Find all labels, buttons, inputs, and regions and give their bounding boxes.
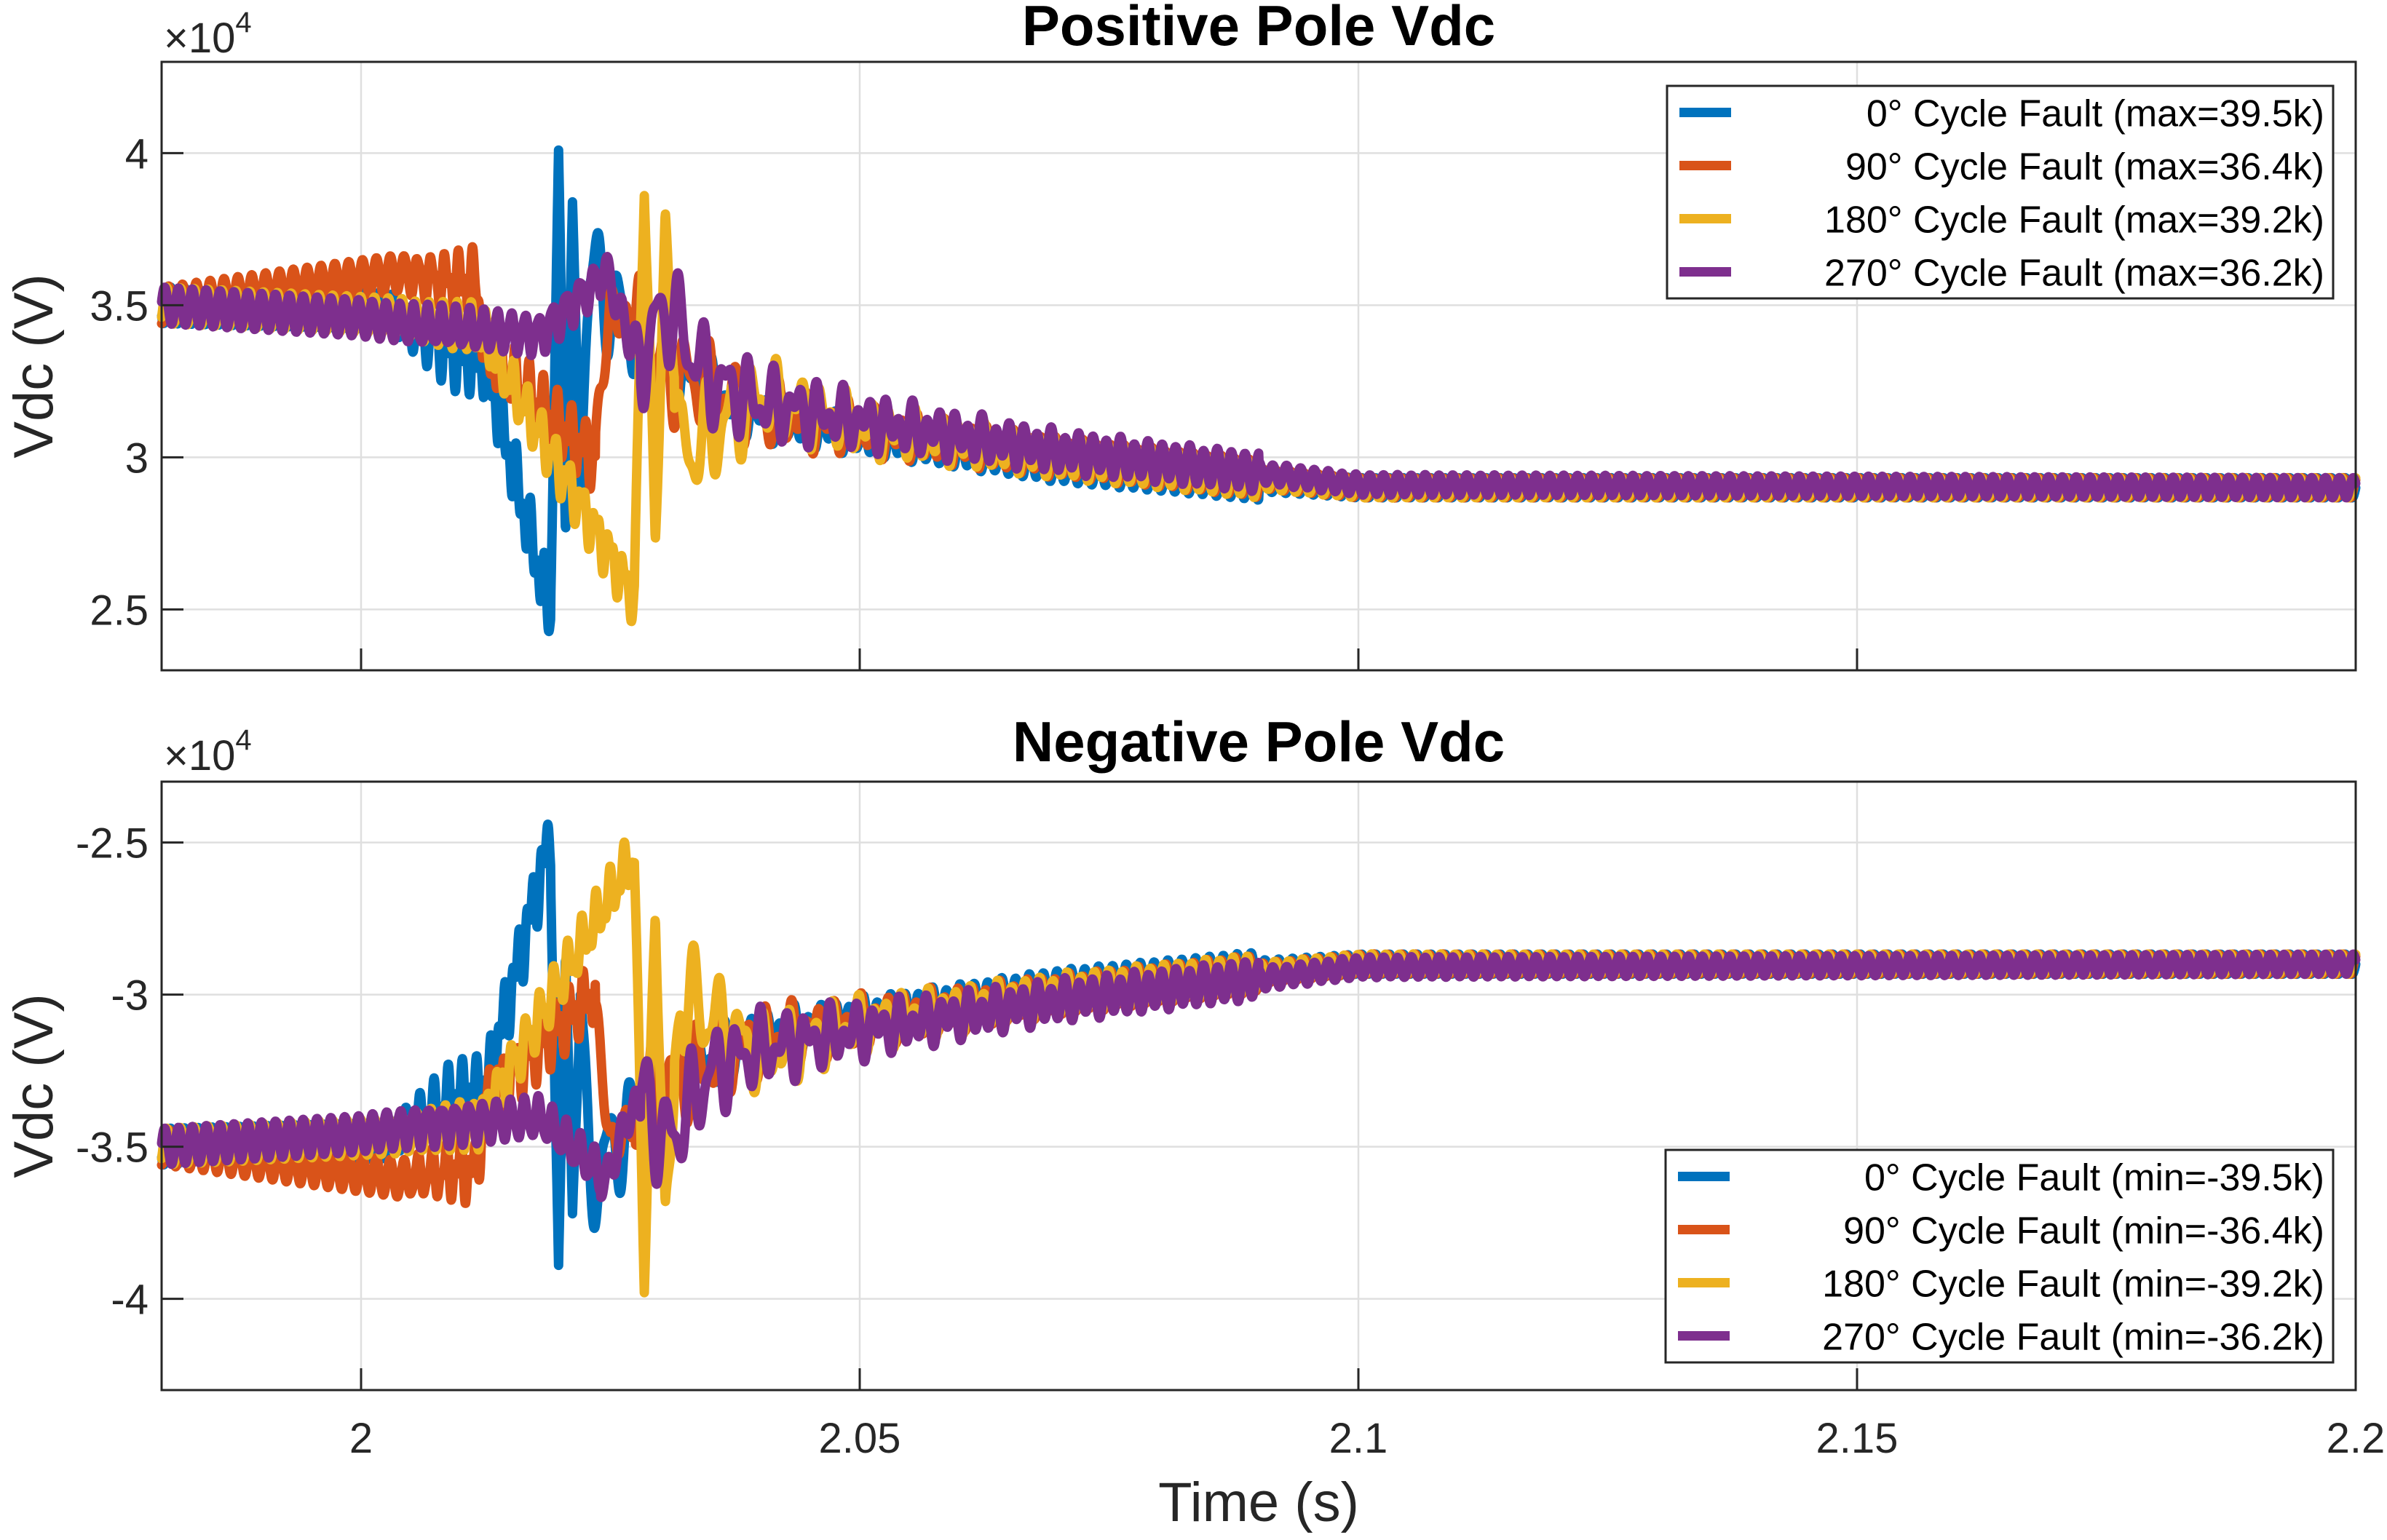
- legend-item: 180° Cycle Fault (max=39.2k): [1679, 199, 2324, 242]
- x-tick-label: 2.1: [1329, 1415, 1388, 1462]
- exponent-power: 4: [235, 724, 251, 756]
- y-tick-label: 3.5: [90, 282, 149, 330]
- y-tick-label: -3: [111, 972, 149, 1020]
- y-tick-label: -4: [111, 1277, 149, 1324]
- legend-item: 180° Cycle Fault (min=-39.2k): [1678, 1263, 2324, 1306]
- legend-item: 90° Cycle Fault (min=-36.4k): [1678, 1210, 2324, 1253]
- legend-label: 270° Cycle Fault (min=-36.2k): [1822, 1317, 2324, 1359]
- legend-label: 90° Cycle Fault (min=-36.4k): [1843, 1210, 2324, 1253]
- legend: 0° Cycle Fault (max=39.5k) 90° Cycle Faul…: [1666, 84, 2335, 300]
- legend-item: 0° Cycle Fault (max=39.5k): [1679, 93, 2324, 135]
- x-tick-label: 2.15: [1816, 1415, 1899, 1462]
- grid: [162, 782, 2357, 1390]
- y-tick-label: 3: [125, 434, 149, 482]
- y-exponent-label: ×104: [164, 724, 252, 779]
- x-tick-label: 2.2: [2327, 1415, 2386, 1462]
- exponent-power: 4: [235, 7, 251, 39]
- legend-item: 0° Cycle Fault (min=-39.5k): [1678, 1157, 2324, 1199]
- x-axis-label: Time (s): [1158, 1472, 1359, 1533]
- legend: 0° Cycle Fault (min=-39.5k) 90° Cycle Fau…: [1664, 1148, 2335, 1364]
- legend-label: 180° Cycle Fault (max=39.2k): [1824, 199, 2324, 242]
- x-tick-label: 2.05: [819, 1415, 901, 1462]
- y-axis-label: Vdc (V): [3, 274, 65, 458]
- x-tick-label: 2: [349, 1415, 373, 1462]
- exponent-base: ×10: [164, 732, 235, 779]
- y-tick-label: 4: [125, 130, 149, 178]
- axis-ticks: 2.5 3 3.5 4: [90, 62, 2357, 672]
- legend-box: [1666, 84, 2335, 300]
- chart-title: Positive Pole Vdc: [1022, 0, 1495, 57]
- legend-item: 270° Cycle Fault (max=36.2k): [1679, 253, 2324, 295]
- chart-title: Negative Pole Vdc: [1013, 710, 1505, 774]
- legend-label: 270° Cycle Fault (max=36.2k): [1824, 253, 2324, 295]
- series-lines: [157, 145, 2361, 637]
- legend-label: 90° Cycle Fault (max=36.4k): [1845, 146, 2324, 188]
- positive-pole-panel: Positive Pole Vdc ×104 2.533.54 Vdc (V) …: [3, 0, 2361, 672]
- axis-ticks: 2 2.05 2.1 2.15 2.2 -4 -3.5 -3 -2.5: [76, 782, 2385, 1462]
- legend-box: [1664, 1148, 2335, 1364]
- y-tick-label: -3.5: [76, 1124, 149, 1172]
- y-exponent-label: ×104: [164, 7, 252, 62]
- series-line-3: [157, 252, 2361, 503]
- series-lines: [157, 819, 2361, 1298]
- series-line-3: [157, 949, 2361, 1202]
- legend-label: 180° Cycle Fault (min=-39.2k): [1822, 1263, 2324, 1306]
- y-axis-label: Vdc (V): [3, 993, 65, 1178]
- y-tick-label: 2.5: [90, 587, 149, 634]
- legend-item: 90° Cycle Fault (max=36.4k): [1679, 146, 2324, 188]
- legend-label: 0° Cycle Fault (max=39.5k): [1867, 93, 2324, 135]
- legend-item: 270° Cycle Fault (min=-36.2k): [1678, 1317, 2324, 1359]
- negative-pole-panel: Negative Pole Vdc ×104 2 2.05 2.1 2.15 2.2 -4…: [3, 710, 2385, 1462]
- y-tick-label: -2.5: [76, 820, 149, 868]
- exponent-base: ×10: [164, 15, 235, 62]
- legend-label: 0° Cycle Fault (min=-39.5k): [1864, 1157, 2324, 1199]
